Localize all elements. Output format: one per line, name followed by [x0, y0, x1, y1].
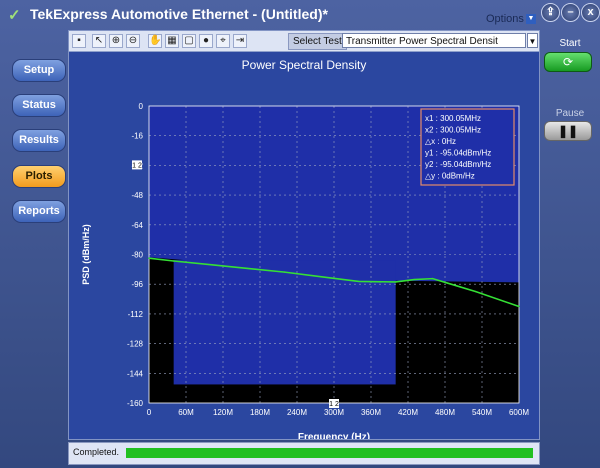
y-tick-label: -80: [131, 251, 143, 260]
psd-trace-point: [450, 283, 452, 285]
x-tick-label: 600M: [509, 408, 529, 417]
save-icon[interactable]: ▪: [72, 34, 86, 48]
psd-trace-point: [209, 264, 212, 266]
x-tick-label: 240M: [287, 408, 307, 417]
y-tick-label: -160: [127, 399, 144, 408]
x-tick-label: 60M: [178, 408, 194, 417]
psd-trace-point: [172, 260, 175, 262]
x-axis-label: Frequency (Hz): [298, 432, 370, 439]
options-label: Options: [486, 13, 524, 25]
x-tick-label: 360M: [361, 408, 381, 417]
y-tick-label: -128: [127, 340, 144, 349]
psd-trace-point: [148, 257, 150, 259]
cursor-readout-line: △y : 0dBm/Hz: [425, 172, 475, 181]
chart-title: Power Spectral Density: [241, 58, 367, 72]
zoom-out-icon[interactable]: ⊖: [126, 34, 140, 48]
x-cursor-marker-label: 1 2: [329, 401, 339, 408]
x-tick-label: 0: [147, 408, 152, 417]
start-button[interactable]: ⟳: [544, 52, 592, 72]
x-cursor-marker: [329, 399, 339, 408]
y-axis-label: PSD (dBm/Hz): [81, 224, 91, 285]
sidebar-item-setup[interactable]: Setup: [12, 59, 66, 82]
y-tick-label: -64: [131, 221, 143, 230]
y-tick-label: -16: [131, 132, 143, 141]
sidebar-item-status[interactable]: Status: [12, 94, 66, 117]
y-cursor-marker-label: 1 2: [132, 162, 142, 169]
pan-hand-icon[interactable]: ✋: [148, 34, 162, 48]
close-icon[interactable]: x: [581, 3, 600, 22]
refresh-icon: ⟳: [562, 55, 574, 69]
plot-area: Power Spectral Density 0 60M 120M 180M 240M 3…: [69, 52, 539, 439]
cursor-readout-line: y2 : -95.04dBm/Hz: [425, 160, 491, 169]
cursor-readout-box: [420, 108, 515, 186]
plots-panel: ▪ ↖ ⊕ ⊖ ✋ ▦ ▢ ● ⌖ ⇥ Select Test Transmit…: [68, 30, 540, 440]
x-tick-label: 480M: [435, 408, 455, 417]
psd-chart[interactable]: 0 60M 120M 180M 240M 300M 360M 420M 480M 540M 600M…: [69, 52, 539, 439]
psd-trace-point: [413, 278, 415, 281]
psd-trace-point: [475, 290, 477, 293]
y-cursor-marker: [132, 160, 142, 170]
plot-toolbar: ▪ ↖ ⊕ ⊖ ✋ ▦ ▢ ● ⌖ ⇥ Select Test Transmit…: [69, 31, 539, 52]
y-tick-label: -96: [131, 280, 143, 289]
y-tick-label: 0: [139, 102, 144, 111]
sidebar-item-results[interactable]: Results: [12, 129, 66, 152]
y-tick-label: -144: [127, 369, 144, 378]
tek-check-logo-icon: ✓: [8, 7, 21, 24]
lower-mask-region: [173, 260, 396, 385]
title-bar: ✓ TekExpress Automotive Ethernet - (Unti…: [0, 0, 540, 28]
psd-trace-point: [431, 277, 434, 280]
psd-trace-point: [518, 305, 520, 308]
cursor-readout-line: x2 : 300.05MHz: [425, 126, 481, 135]
x-tick-label: 420M: [398, 408, 418, 417]
psd-trace-point: [320, 276, 323, 278]
pause-button[interactable]: ❚❚: [544, 121, 592, 141]
pointer-icon[interactable]: ↖: [92, 34, 106, 48]
window-title: TekExpress Automotive Ethernet - (Untitl…: [30, 6, 328, 22]
cursor-readout-line: y1 : -95.04dBm/Hz: [425, 149, 491, 158]
zoom-in-icon[interactable]: ⊕: [109, 34, 123, 48]
status-bar: Completed.: [68, 442, 540, 465]
options-menu[interactable]: Options ▼: [486, 13, 536, 25]
pause-icon: ❚❚: [557, 124, 579, 138]
psd-trace-point: [394, 281, 397, 283]
pause-label: Pause: [555, 108, 585, 119]
psd-trace-point: [246, 267, 249, 270]
cursor-readout-line: △x : 0Hz: [425, 137, 456, 146]
psd-trace-point: [357, 280, 360, 283]
progress-bar: [126, 448, 533, 458]
select-test-dropdown[interactable]: Transmitter Power Spectral Densit: [342, 33, 526, 48]
x-tick-label: 540M: [472, 408, 492, 417]
sidebar-item-reports[interactable]: Reports: [12, 200, 66, 223]
chevron-down-icon[interactable]: ▼: [527, 33, 538, 48]
cursor-readout-line: x1 : 300.05MHz: [425, 114, 481, 123]
cursor-icon[interactable]: ⌖: [216, 34, 230, 48]
x-tick-label: 180M: [250, 408, 270, 417]
progress-fill: [126, 448, 533, 458]
sidebar-item-plots[interactable]: Plots: [12, 165, 66, 188]
status-text: Completed.: [73, 447, 120, 457]
chevron-down-icon: ▼: [525, 14, 536, 25]
x-tick-label: 300M: [324, 408, 344, 417]
x-tick-label: 120M: [213, 408, 233, 417]
grid-icon[interactable]: ▦: [165, 34, 179, 48]
color-wheel-icon[interactable]: ●: [199, 34, 213, 48]
psd-trace-point: [283, 271, 286, 273]
select-test-label: Select Test: [288, 33, 347, 50]
export-icon[interactable]: ⇥: [233, 34, 247, 48]
start-label: Start: [559, 38, 581, 49]
fit-icon[interactable]: ▢: [182, 34, 196, 48]
y-tick-label: -112: [128, 310, 144, 319]
y-tick-label: -48: [131, 191, 143, 200]
upload-icon[interactable]: ⇪: [541, 3, 560, 22]
minimize-icon[interactable]: –: [561, 3, 580, 22]
